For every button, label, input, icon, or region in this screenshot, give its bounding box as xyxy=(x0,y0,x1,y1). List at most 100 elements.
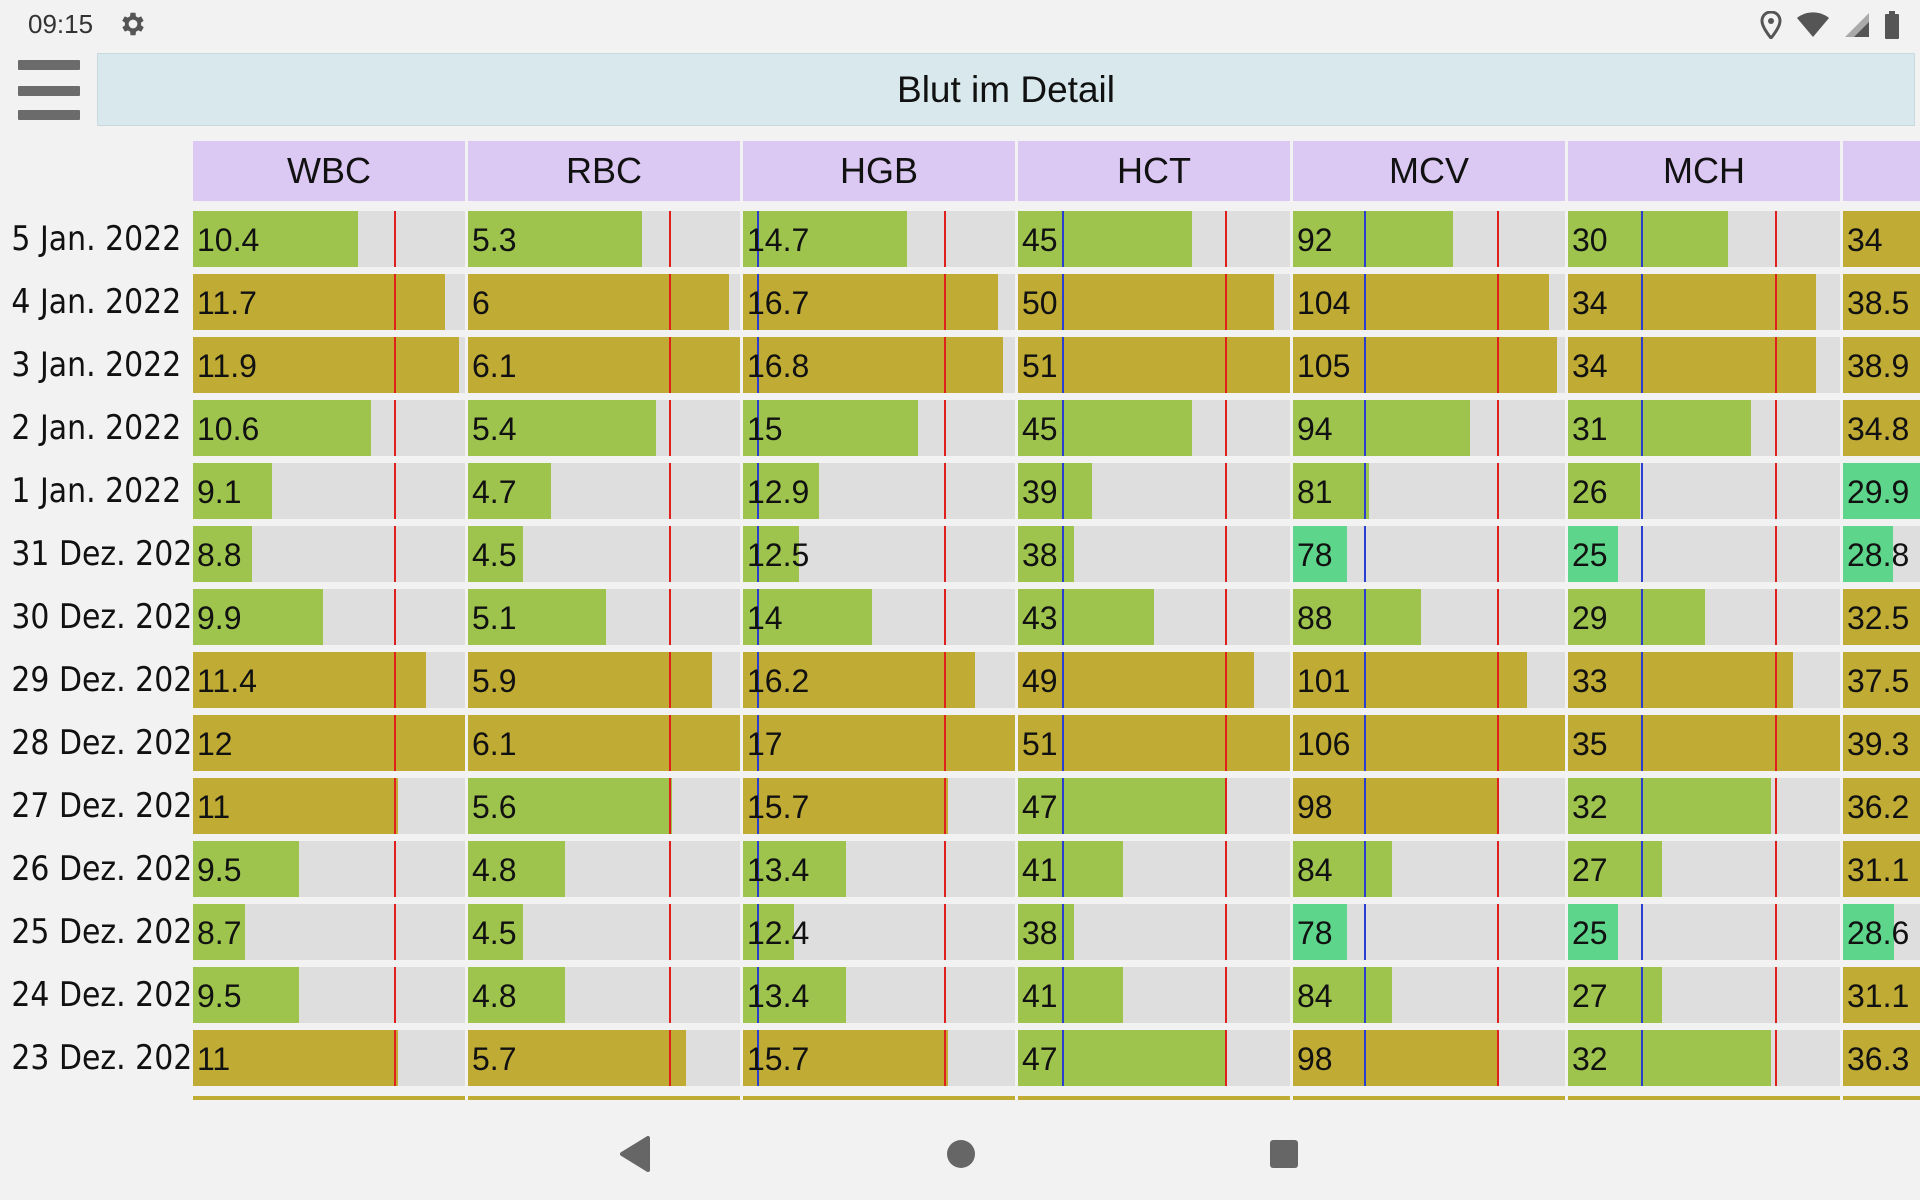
value-cell-rbc[interactable]: 4.5 xyxy=(468,526,740,582)
value-cell-mch[interactable]: 25 xyxy=(1568,526,1840,582)
value-cell-wbc[interactable]: 10.4 xyxy=(193,211,465,267)
value-cell-wbc[interactable]: 9.5 xyxy=(193,841,465,897)
value-cell-mch[interactable]: 25 xyxy=(1568,904,1840,960)
value-cell-mch[interactable]: 32 xyxy=(1568,778,1840,834)
value-cell-rbc[interactable]: 4.8 xyxy=(468,967,740,1023)
value-cell-hgb[interactable]: 15.7 xyxy=(743,778,1015,834)
value-cell-hct[interactable]: 47 xyxy=(1018,1030,1290,1086)
value-cell-wbc[interactable]: 11.9 xyxy=(193,337,465,393)
home-icon[interactable] xyxy=(945,1138,977,1170)
value-cell-mch[interactable]: 32 xyxy=(1568,1030,1840,1086)
value-cell-hct[interactable]: 39 xyxy=(1018,463,1290,519)
value-cell-rbc[interactable]: 4.7 xyxy=(468,463,740,519)
value-cell-wbc[interactable]: 11 xyxy=(193,778,465,834)
value-cell-more[interactable]: 28.6 xyxy=(1843,904,1920,960)
value-cell-mcv[interactable]: 98 xyxy=(1293,1030,1565,1086)
value-cell-more[interactable]: 34 xyxy=(1843,211,1920,267)
value-cell-mch[interactable]: 26 xyxy=(1568,463,1840,519)
value-cell-wbc[interactable]: 11.4 xyxy=(193,652,465,708)
value-cell-hgb[interactable]: 16.8 xyxy=(743,337,1015,393)
value-cell-mch[interactable]: 34 xyxy=(1568,274,1840,330)
value-cell-rbc[interactable]: 6.1 xyxy=(468,715,740,771)
value-cell-mcv[interactable]: 81 xyxy=(1293,463,1565,519)
value-cell-rbc[interactable]: 5.7 xyxy=(468,1030,740,1086)
value-cell-wbc[interactable]: 8.8 xyxy=(193,526,465,582)
value-cell-more[interactable]: 29.9 xyxy=(1843,463,1920,519)
recents-icon[interactable] xyxy=(1268,1138,1300,1170)
value-cell-mcv[interactable]: 88 xyxy=(1293,589,1565,645)
value-cell-rbc[interactable]: 5.6 xyxy=(468,778,740,834)
column-header-mcv[interactable]: MCV xyxy=(1293,141,1565,201)
value-cell-mcv[interactable]: 78 xyxy=(1293,904,1565,960)
back-icon[interactable] xyxy=(618,1134,652,1174)
value-cell-hgb[interactable]: 15.7 xyxy=(743,1030,1015,1086)
value-cell-hct[interactable]: 41 xyxy=(1018,841,1290,897)
value-cell-hgb[interactable]: 17 xyxy=(743,715,1015,771)
value-cell-hgb[interactable]: 16.7 xyxy=(743,274,1015,330)
value-cell-mcv[interactable]: 104 xyxy=(1293,274,1565,330)
value-cell-hgb[interactable]: 12.4 xyxy=(743,904,1015,960)
value-cell-wbc[interactable]: 12 xyxy=(193,715,465,771)
value-cell-hgb[interactable]: 12.5 xyxy=(743,526,1015,582)
value-cell-more[interactable]: 28.8 xyxy=(1843,526,1920,582)
value-cell-mch[interactable]: 27 xyxy=(1568,967,1840,1023)
value-cell-mch[interactable]: 27 xyxy=(1568,841,1840,897)
column-header-rbc[interactable]: RBC xyxy=(468,141,740,201)
value-cell-more[interactable]: 31.1 xyxy=(1843,841,1920,897)
value-cell-rbc[interactable]: 5.4 xyxy=(468,400,740,456)
value-cell-more[interactable]: 37.5 xyxy=(1843,652,1920,708)
value-cell-rbc[interactable]: 4.8 xyxy=(468,841,740,897)
value-cell-mcv[interactable]: 101 xyxy=(1293,652,1565,708)
value-cell-wbc[interactable]: 11 xyxy=(193,1030,465,1086)
value-cell-hct[interactable]: 49 xyxy=(1018,652,1290,708)
value-cell-hgb[interactable]: 14 xyxy=(743,589,1015,645)
value-cell-mcv[interactable]: 105 xyxy=(1293,337,1565,393)
value-cell-rbc[interactable]: 6.1 xyxy=(468,337,740,393)
value-cell-mcv[interactable]: 94 xyxy=(1293,400,1565,456)
value-cell-mcv[interactable]: 98 xyxy=(1293,778,1565,834)
value-cell-more[interactable]: 36.3 xyxy=(1843,1030,1920,1086)
value-cell-more[interactable]: 34.8 xyxy=(1843,400,1920,456)
value-cell-hct[interactable]: 51 xyxy=(1018,715,1290,771)
value-cell-rbc[interactable]: 6 xyxy=(468,274,740,330)
value-cell-mcv[interactable]: 106 xyxy=(1293,715,1565,771)
value-cell-mcv[interactable]: 84 xyxy=(1293,841,1565,897)
value-cell-hgb[interactable]: 12.9 xyxy=(743,463,1015,519)
value-cell-mcv[interactable]: 84 xyxy=(1293,967,1565,1023)
value-cell-wbc[interactable]: 9.1 xyxy=(193,463,465,519)
value-cell-hct[interactable]: 45 xyxy=(1018,400,1290,456)
value-cell-mch[interactable]: 31 xyxy=(1568,400,1840,456)
value-cell-hgb[interactable]: 16.2 xyxy=(743,652,1015,708)
value-cell-hct[interactable]: 41 xyxy=(1018,967,1290,1023)
value-cell-more[interactable]: 31.1 xyxy=(1843,967,1920,1023)
value-cell-mch[interactable]: 34 xyxy=(1568,337,1840,393)
value-cell-hct[interactable]: 45 xyxy=(1018,211,1290,267)
value-cell-hgb[interactable]: 14.7 xyxy=(743,211,1015,267)
value-cell-rbc[interactable]: 5.1 xyxy=(468,589,740,645)
value-cell-hct[interactable]: 38 xyxy=(1018,526,1290,582)
value-cell-wbc[interactable]: 10.6 xyxy=(193,400,465,456)
value-cell-mcv[interactable]: 92 xyxy=(1293,211,1565,267)
column-header-more[interactable] xyxy=(1843,141,1920,201)
value-cell-more[interactable]: 36.2 xyxy=(1843,778,1920,834)
value-cell-mch[interactable]: 30 xyxy=(1568,211,1840,267)
value-cell-hct[interactable]: 50 xyxy=(1018,274,1290,330)
value-cell-hgb[interactable]: 13.4 xyxy=(743,967,1015,1023)
value-cell-more[interactable]: 39.3 xyxy=(1843,715,1920,771)
value-cell-hct[interactable]: 51 xyxy=(1018,337,1290,393)
column-header-wbc[interactable]: WBC xyxy=(193,141,465,201)
value-cell-mch[interactable]: 35 xyxy=(1568,715,1840,771)
value-cell-mch[interactable]: 29 xyxy=(1568,589,1840,645)
column-header-mch[interactable]: MCH xyxy=(1568,141,1840,201)
value-cell-more[interactable]: 32.5 xyxy=(1843,589,1920,645)
value-cell-wbc[interactable]: 9.5 xyxy=(193,967,465,1023)
column-header-hgb[interactable]: HGB xyxy=(743,141,1015,201)
value-cell-rbc[interactable]: 4.5 xyxy=(468,904,740,960)
value-cell-hct[interactable]: 38 xyxy=(1018,904,1290,960)
value-cell-rbc[interactable]: 5.9 xyxy=(468,652,740,708)
value-cell-mch[interactable]: 33 xyxy=(1568,652,1840,708)
value-cell-more[interactable]: 38.5 xyxy=(1843,274,1920,330)
value-cell-hct[interactable]: 43 xyxy=(1018,589,1290,645)
value-cell-hct[interactable]: 47 xyxy=(1018,778,1290,834)
menu-icon[interactable] xyxy=(18,60,80,122)
